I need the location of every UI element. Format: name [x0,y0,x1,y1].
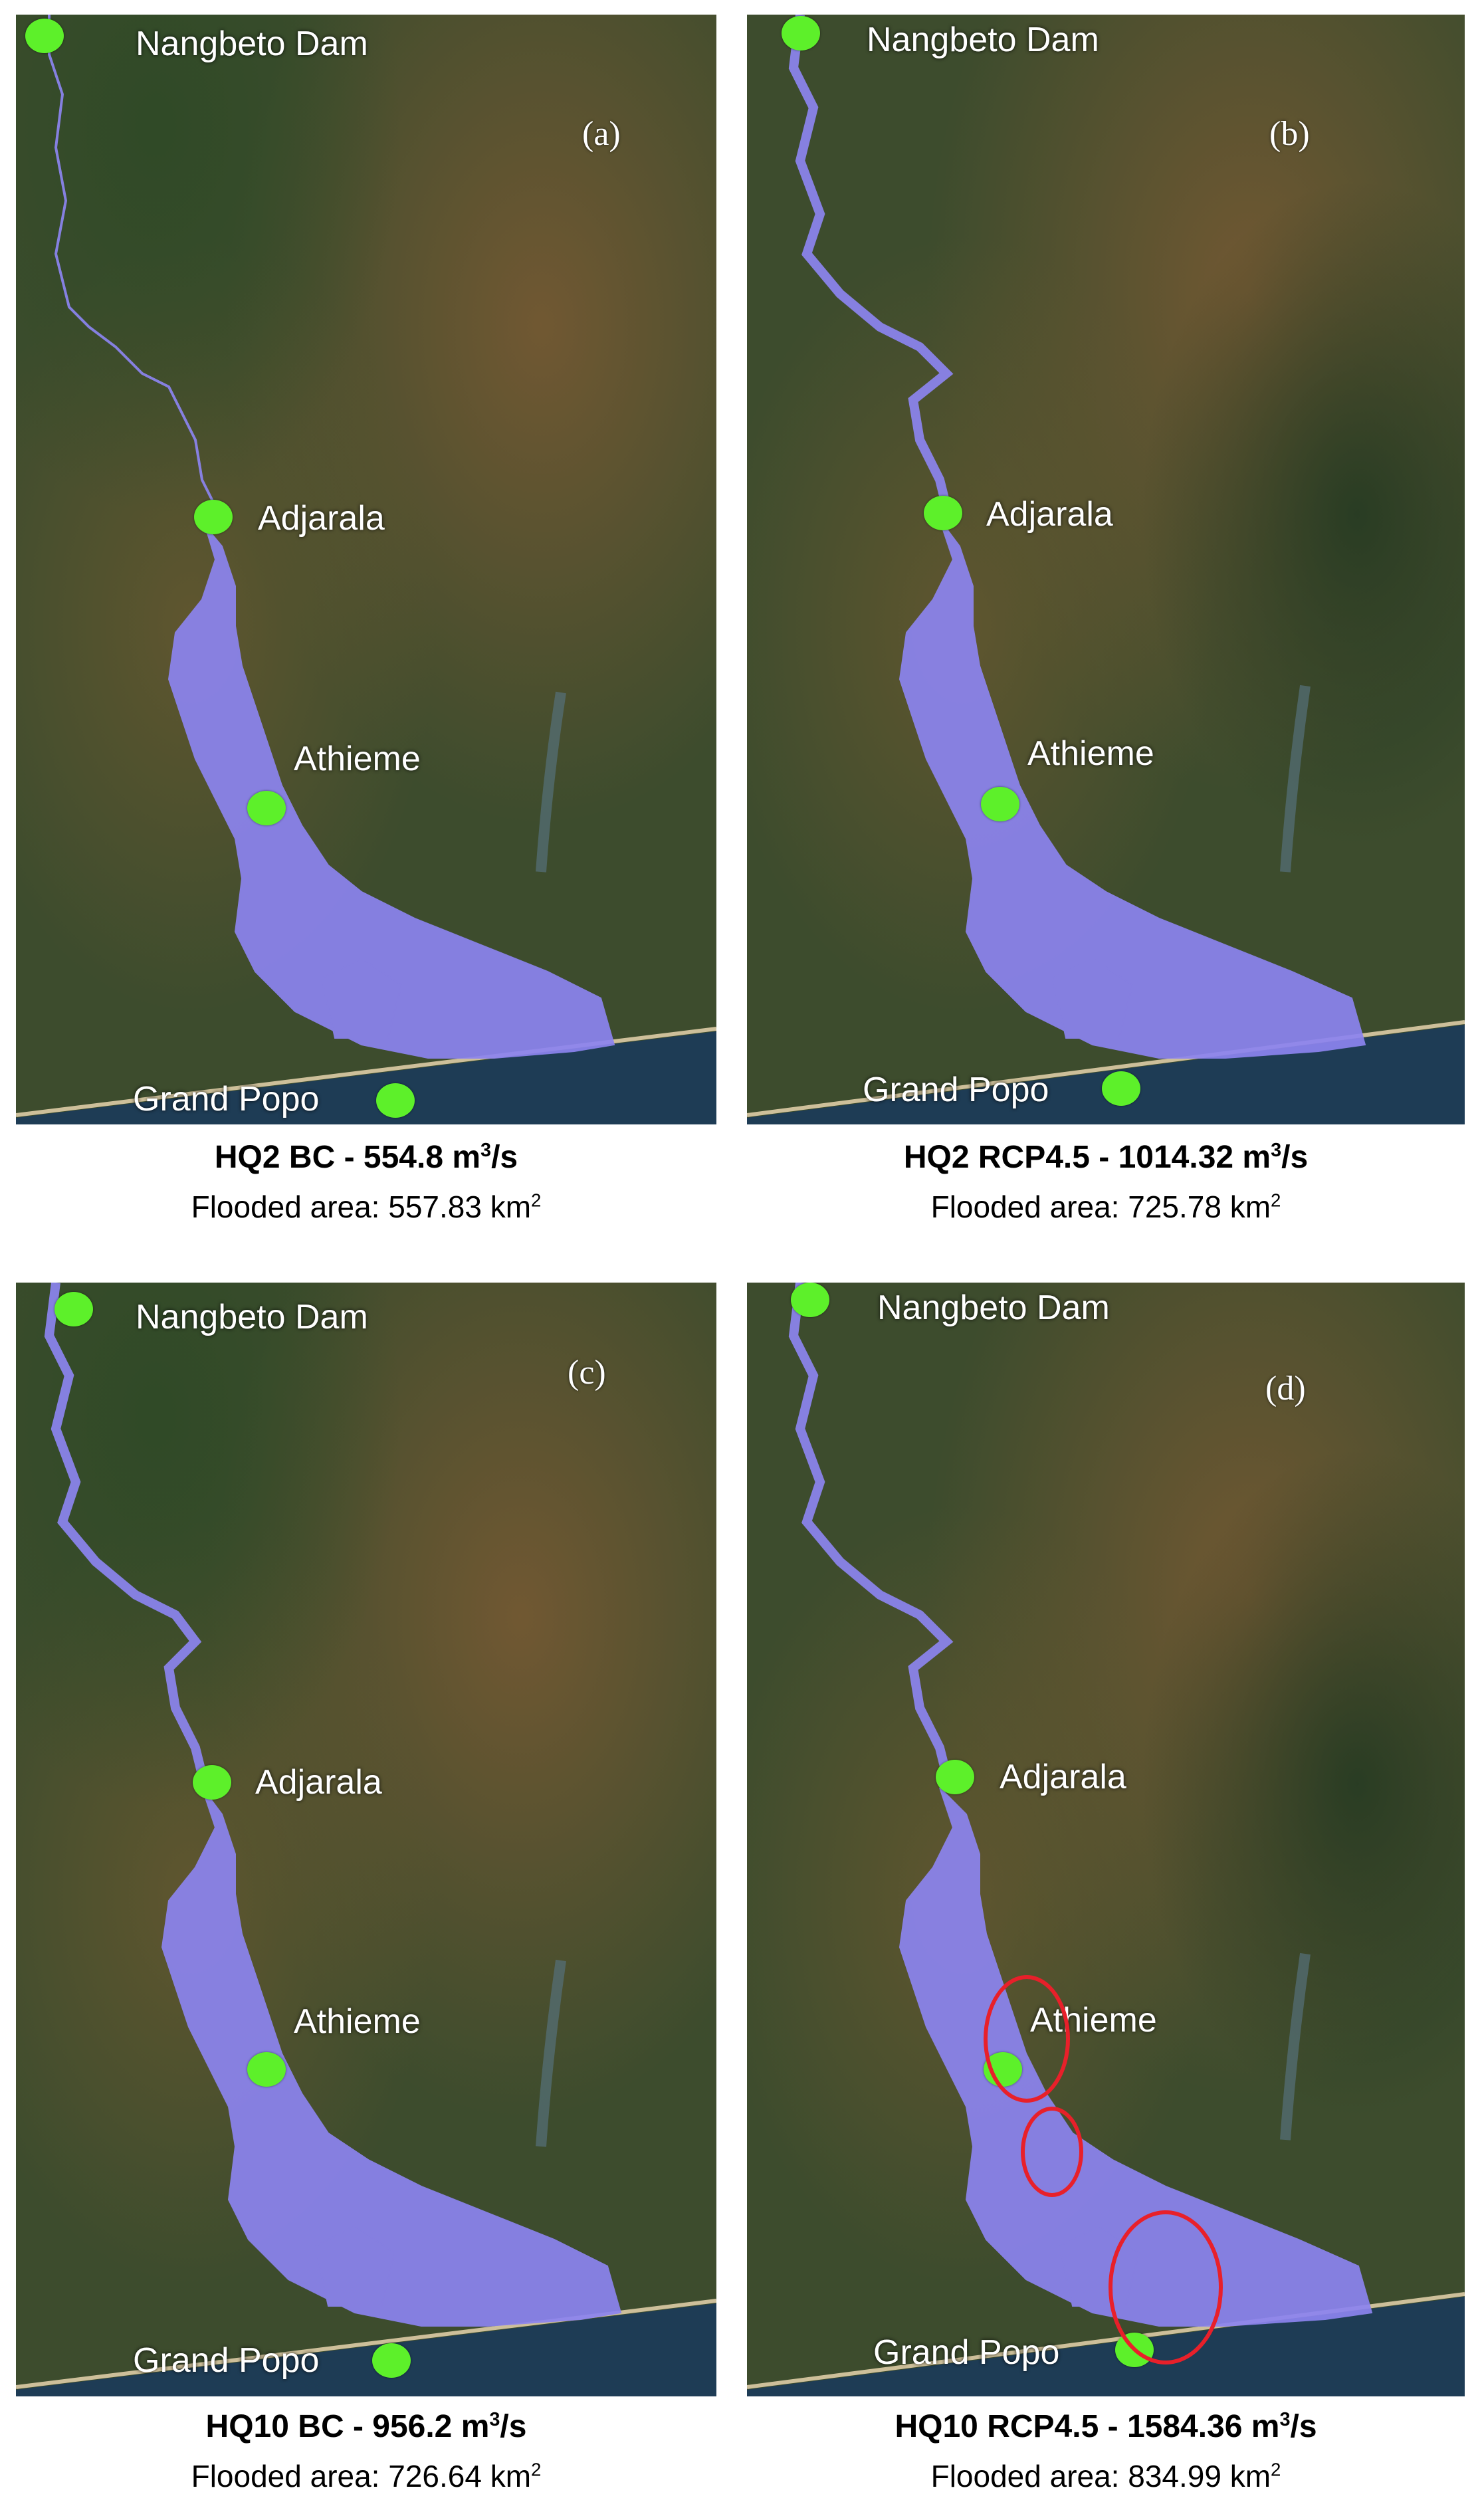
caption-suffix: /s [1281,1140,1309,1175]
caption-exp: 3 [1279,2409,1291,2430]
marker-adjarala [924,496,962,530]
label-nangbeto: Nangbeto Dam [877,1289,1110,1327]
satellite-map [747,15,1465,1124]
flood-extent [788,15,1366,1059]
label-grandpopo: Grand Popo [863,1071,1049,1109]
label-adjarala: Adjarala [1000,1758,1126,1796]
caption-title: HQ2 RCP4.5 - 1014.32 m [903,1140,1271,1175]
caption-title: HQ10 BC - 956.2 m [205,2409,490,2444]
caption-area: Flooded area: 725.78 km [930,1190,1271,1224]
label-nangbeto: Nangbeto Dam [136,1298,368,1336]
caption-area-exp: 2 [531,1190,542,1211]
caption-b: HQ2 RCP4.5 - 1014.32 m3/s Flooded area: … [747,1138,1465,1227]
satellite-map [16,1283,716,2396]
caption-a: HQ2 BC - 554.8 m3/s Flooded area: 557.83… [16,1138,716,1227]
caption-suffix: /s [500,2409,527,2444]
label-adjarala: Adjarala [986,495,1113,534]
caption-area-exp: 2 [1271,1190,1281,1211]
caption-suffix: /s [1290,2409,1317,2444]
caption-title: HQ10 RCP4.5 - 1584.36 m [895,2409,1280,2444]
caption-exp: 3 [489,2409,500,2430]
marker-adjarala [936,1760,974,1794]
marker-nangbeto [782,16,820,51]
label-nangbeto: Nangbeto Dam [136,25,368,63]
label-nangbeto: Nangbeto Dam [867,21,1099,59]
label-grandpopo: Grand Popo [133,1080,320,1118]
marker-grandpopo [376,1083,415,1118]
marker-nangbeto [25,19,64,53]
highlight-ellipse [984,1975,1070,2103]
marker-adjarala [193,1765,231,1800]
marker-nangbeto [54,1292,93,1326]
caption-area: Flooded area: 834.99 km [930,2459,1271,2493]
highlight-ellipse [1109,2210,1223,2364]
panel-label: (a) [582,115,621,153]
label-athieme: Athieme [294,740,421,778]
panel-label: (d) [1265,1370,1306,1408]
caption-c: HQ10 BC - 956.2 m3/s Flooded area: 726.6… [16,2407,716,2496]
marker-athieme [247,791,286,825]
caption-area: Flooded area: 557.83 km [191,1190,532,1224]
label-grandpopo: Grand Popo [133,2341,320,2380]
label-adjarala: Adjarala [255,1763,382,1802]
marker-grandpopo [1102,1071,1140,1106]
marker-athieme [981,787,1019,821]
caption-exp: 3 [480,1140,492,1161]
caption-exp: 3 [1271,1140,1282,1161]
label-athieme: Athieme [1027,734,1154,773]
caption-title: HQ2 BC - 554.8 m [214,1140,481,1175]
marker-athieme [247,2052,286,2087]
flood-extent [44,1283,622,2327]
satellite-map [16,15,716,1124]
label-adjarala: Adjarala [258,499,385,538]
caption-d: HQ10 RCP4.5 - 1584.36 m3/s Flooded area:… [747,2407,1465,2496]
caption-suffix: /s [491,1140,518,1175]
flood-extent [48,15,615,1059]
map-panel-b: Nangbeto Dam Adjarala Athieme Grand Popo… [747,15,1465,1124]
highlight-ellipse [1021,2107,1083,2197]
map-panel-d: Nangbeto Dam Adjarala Athieme Grand Popo… [747,1283,1465,2396]
label-athieme: Athieme [294,2002,421,2041]
marker-nangbeto [791,1283,829,1317]
caption-area: Flooded area: 726.64 km [191,2459,532,2493]
panel-label: (b) [1269,115,1310,153]
map-panel-c: Nangbeto Dam Adjarala Athieme Grand Popo… [16,1283,716,2396]
label-grandpopo: Grand Popo [873,2333,1060,2372]
marker-adjarala [194,500,233,534]
marker-grandpopo [372,2343,411,2378]
satellite-map [747,1283,1465,2396]
map-panel-a: Nangbeto Dam Adjarala Athieme Grand Popo… [16,15,716,1124]
caption-area-exp: 2 [1271,2459,1281,2480]
caption-area-exp: 2 [531,2459,542,2480]
panel-label: (c) [568,1354,606,1392]
